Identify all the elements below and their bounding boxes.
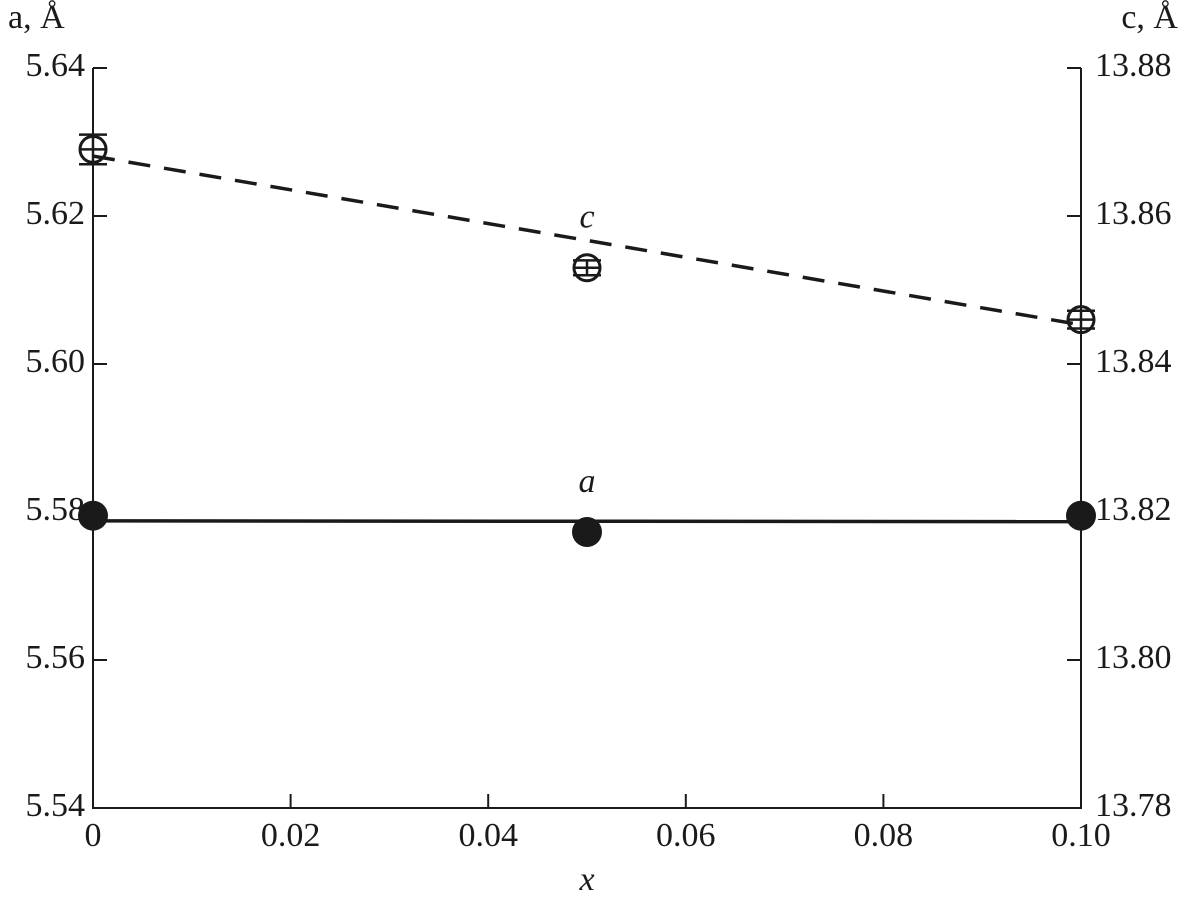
series-label: c (579, 199, 594, 236)
y-tick-label: 5.62 (26, 195, 86, 232)
y-axis-label: a, Å (8, 0, 65, 36)
error-bar (1067, 512, 1095, 520)
y-tick-label: 5.56 (26, 639, 86, 676)
x-tick-label: 0 (85, 817, 102, 854)
y2-tick-label: 13.78 (1095, 787, 1172, 824)
y-tick-label: 5.64 (26, 47, 86, 84)
axes-frame (92, 68, 1082, 809)
y-tick-label: 5.60 (26, 343, 86, 380)
y2-tick-label: 13.80 (1095, 639, 1172, 676)
y2-axis-label: c, Å (1121, 0, 1178, 36)
x-tick-label: 0.10 (1051, 817, 1111, 854)
y2-tick-label: 13.86 (1095, 195, 1172, 232)
y2-tick-label: 13.82 (1095, 491, 1172, 528)
x-tick-label: 0.02 (261, 817, 321, 854)
x-tick-label: 0.06 (656, 817, 716, 854)
error-bar (1067, 309, 1095, 330)
error-bar (573, 528, 601, 536)
x-tick-label: 0.04 (458, 817, 518, 854)
error-bar (79, 512, 107, 520)
y-tick-label: 5.54 (26, 787, 86, 824)
fit-line (92, 154, 1082, 327)
x-tick-label: 0.08 (854, 817, 914, 854)
error-bar (573, 259, 601, 277)
error-bar (79, 133, 107, 166)
y2-tick-label: 13.84 (1095, 343, 1172, 380)
x-axis-label: x (578, 861, 594, 898)
y2-tick-label: 13.88 (1095, 47, 1172, 84)
series-label: a (579, 463, 596, 500)
y-tick-label: 5.58 (26, 491, 86, 528)
